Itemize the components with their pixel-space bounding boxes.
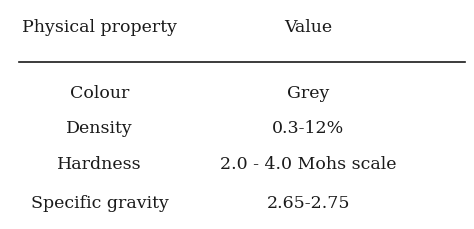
Text: Physical property: Physical property (22, 19, 177, 36)
Text: Specific gravity: Specific gravity (31, 195, 168, 212)
Text: Density: Density (66, 120, 133, 137)
Text: 0.3-12%: 0.3-12% (272, 120, 344, 137)
Text: Grey: Grey (287, 85, 329, 102)
Text: Hardness: Hardness (57, 156, 142, 173)
Text: Value: Value (284, 19, 332, 36)
Text: Colour: Colour (70, 85, 129, 102)
Text: 2.65-2.75: 2.65-2.75 (266, 195, 350, 212)
Text: 2.0 - 4.0 Mohs scale: 2.0 - 4.0 Mohs scale (220, 156, 396, 173)
